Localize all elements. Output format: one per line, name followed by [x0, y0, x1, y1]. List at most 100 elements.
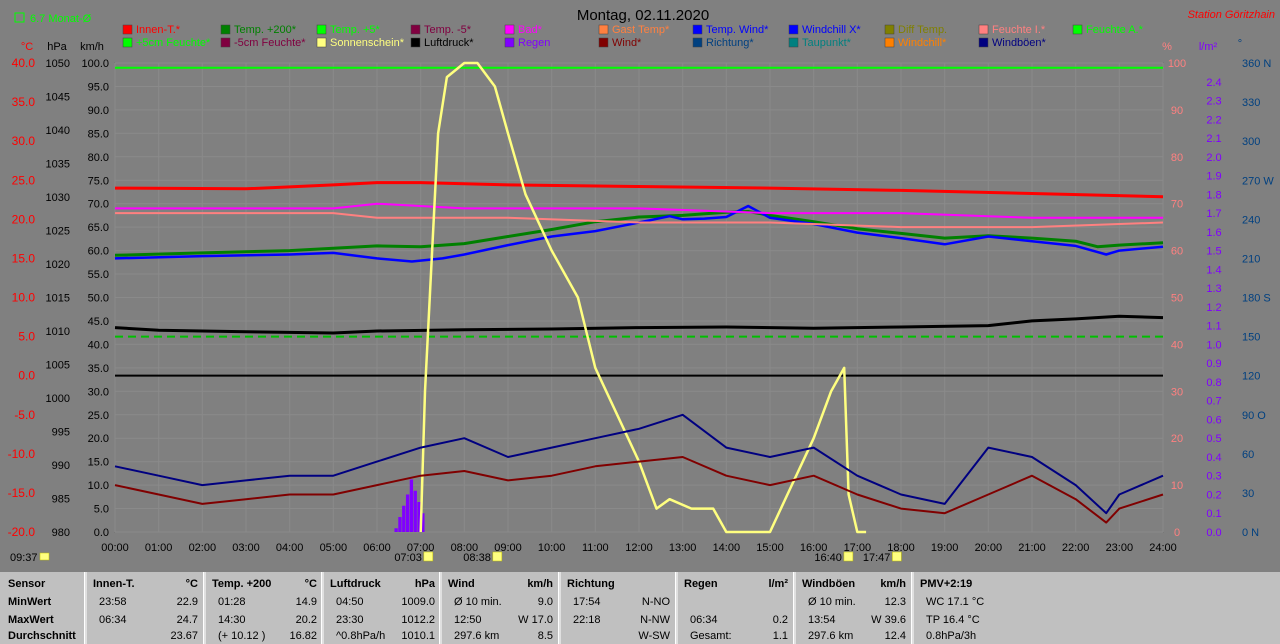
rain-tick: 2.2: [1206, 114, 1221, 126]
rain-tick: 0.0: [1206, 527, 1221, 539]
x-tick: 00:00: [101, 542, 129, 554]
wind-tick: 65.0: [88, 222, 109, 234]
direction-tick: 360 N: [1242, 58, 1271, 70]
legend-label: Sonnenschein*: [330, 37, 405, 49]
cell-label: 23:58: [99, 596, 127, 608]
rain-tick: 1.7: [1206, 208, 1221, 220]
rain-tick: 1.4: [1206, 264, 1221, 276]
humidity-tick: 30: [1171, 386, 1183, 398]
direction-tick: 240: [1242, 214, 1260, 226]
cell-label: 06:34: [690, 614, 718, 626]
x-tick: 11:00: [582, 542, 609, 554]
rain-tick: 0.2: [1206, 489, 1221, 501]
chart-title: Montag, 02.11.2020: [577, 7, 709, 24]
cell-value: N-NW: [640, 614, 670, 626]
legend-label: Taupunkt*: [802, 37, 852, 49]
column-title: Temp. +200: [212, 578, 272, 590]
rain-tick: 1.2: [1206, 302, 1221, 314]
cell-value: 14.9: [295, 596, 317, 608]
x-tick: 21:00: [1018, 542, 1046, 554]
legend-swatch: [410, 24, 421, 35]
legend-swatch: [220, 37, 231, 48]
column-separator: [84, 572, 87, 644]
temp-tick: -10.0: [8, 447, 36, 461]
left-marker-time: 09:37: [10, 552, 38, 564]
rain-tick: 1.9: [1206, 171, 1221, 183]
humidity-tick: 10: [1171, 480, 1183, 492]
cell-label: 01:28: [218, 596, 246, 608]
direction-tick: 210: [1242, 253, 1260, 265]
rain-tick: 0.7: [1206, 396, 1221, 408]
legend-swatch: [598, 37, 609, 48]
rain-tick: 0.5: [1206, 433, 1221, 445]
legend-swatch: [122, 24, 133, 35]
column-separator: [321, 572, 324, 644]
cell-value: W 17.0: [518, 614, 553, 626]
humidity-tick: 60: [1171, 246, 1183, 258]
wind-tick: 0.0: [94, 527, 109, 539]
wind-tick: 90.0: [88, 105, 109, 117]
legend-label: Diff Temp.: [898, 24, 947, 36]
rain-tick: 1.3: [1206, 283, 1221, 295]
temp-tick: -5.0: [14, 408, 35, 422]
pressure-tick: 1045: [46, 92, 70, 104]
pressure-tick: 1040: [46, 125, 70, 137]
rain-bar: [413, 490, 417, 532]
legend-label: Temp. -5*: [424, 24, 472, 36]
legend-swatch: [788, 37, 799, 48]
pressure-tick: 990: [52, 460, 70, 472]
humidity-tick: 70: [1171, 199, 1183, 211]
cell-value: 24.7: [176, 614, 198, 626]
wind-tick: 35.0: [88, 363, 109, 375]
column-title: PMV+2:19: [920, 578, 973, 590]
humidity-tick: 90: [1171, 105, 1183, 117]
temp-tick: 25.0: [12, 173, 36, 187]
humidity-tick: 100: [1168, 58, 1186, 70]
legend-label: Windböen*: [992, 37, 1047, 49]
legend-swatch: [316, 24, 327, 35]
x-tick: 01:00: [145, 542, 173, 554]
cell-label: WC 17.1 °C: [926, 596, 985, 608]
rain-tick: 2.1: [1206, 133, 1221, 145]
column-title: Innen-T.: [93, 578, 135, 590]
column-title: Luftdruck: [330, 578, 381, 590]
legend-label: Richtung*: [706, 37, 754, 49]
cell-value: 12.3: [884, 596, 906, 608]
pressure-tick: 1035: [46, 159, 70, 171]
humidity-tick: 80: [1171, 152, 1183, 164]
legend-swatch: [504, 37, 515, 48]
row-label: Sensor: [8, 578, 46, 590]
x-tick: 22:00: [1062, 542, 1090, 554]
legend-swatch: [504, 24, 515, 35]
wind-tick: 50.0: [88, 293, 109, 305]
cell-label: 04:50: [336, 596, 364, 608]
x-tick: 17:00: [844, 542, 872, 554]
temp-tick: 40.0: [12, 56, 36, 70]
wind-tick: 40.0: [88, 339, 109, 351]
cell-value: 9.0: [537, 596, 553, 608]
wind-tick: 60.0: [88, 246, 109, 258]
row-label: Durchschnitt: [8, 630, 76, 642]
direction-tick: 180 S: [1242, 293, 1271, 305]
sun-marker-icon: [843, 551, 854, 562]
legend-label: +5cm Feuchte*: [136, 37, 211, 49]
sun-marker-icon: [492, 551, 503, 562]
temp-tick: 35.0: [12, 95, 36, 109]
legend-swatch: [410, 37, 421, 48]
temp-tick: 15.0: [12, 251, 36, 265]
rain-bar: [417, 501, 421, 532]
rain-tick: 2.4: [1206, 77, 1221, 89]
cell-label: 22:18: [573, 614, 601, 626]
pressure-tick: 1000: [46, 393, 70, 405]
legend-label: Windchill X*: [802, 24, 861, 36]
pressure-tick: 1025: [46, 226, 70, 238]
cell-label: ^0.8hPa/h: [336, 630, 386, 642]
pressure-tick: 980: [52, 527, 70, 539]
weather-chart: 6.7 Monat-Ø Montag, 02.11.2020 Station G…: [7, 7, 1275, 564]
temp-tick: 20.0: [12, 212, 36, 226]
humidity-tick: 0: [1174, 527, 1180, 539]
cell-value: N-NO: [641, 596, 670, 608]
legend-swatch: [316, 37, 327, 48]
axis-unit: %: [1162, 41, 1172, 53]
rain-tick: 0.1: [1206, 508, 1221, 520]
